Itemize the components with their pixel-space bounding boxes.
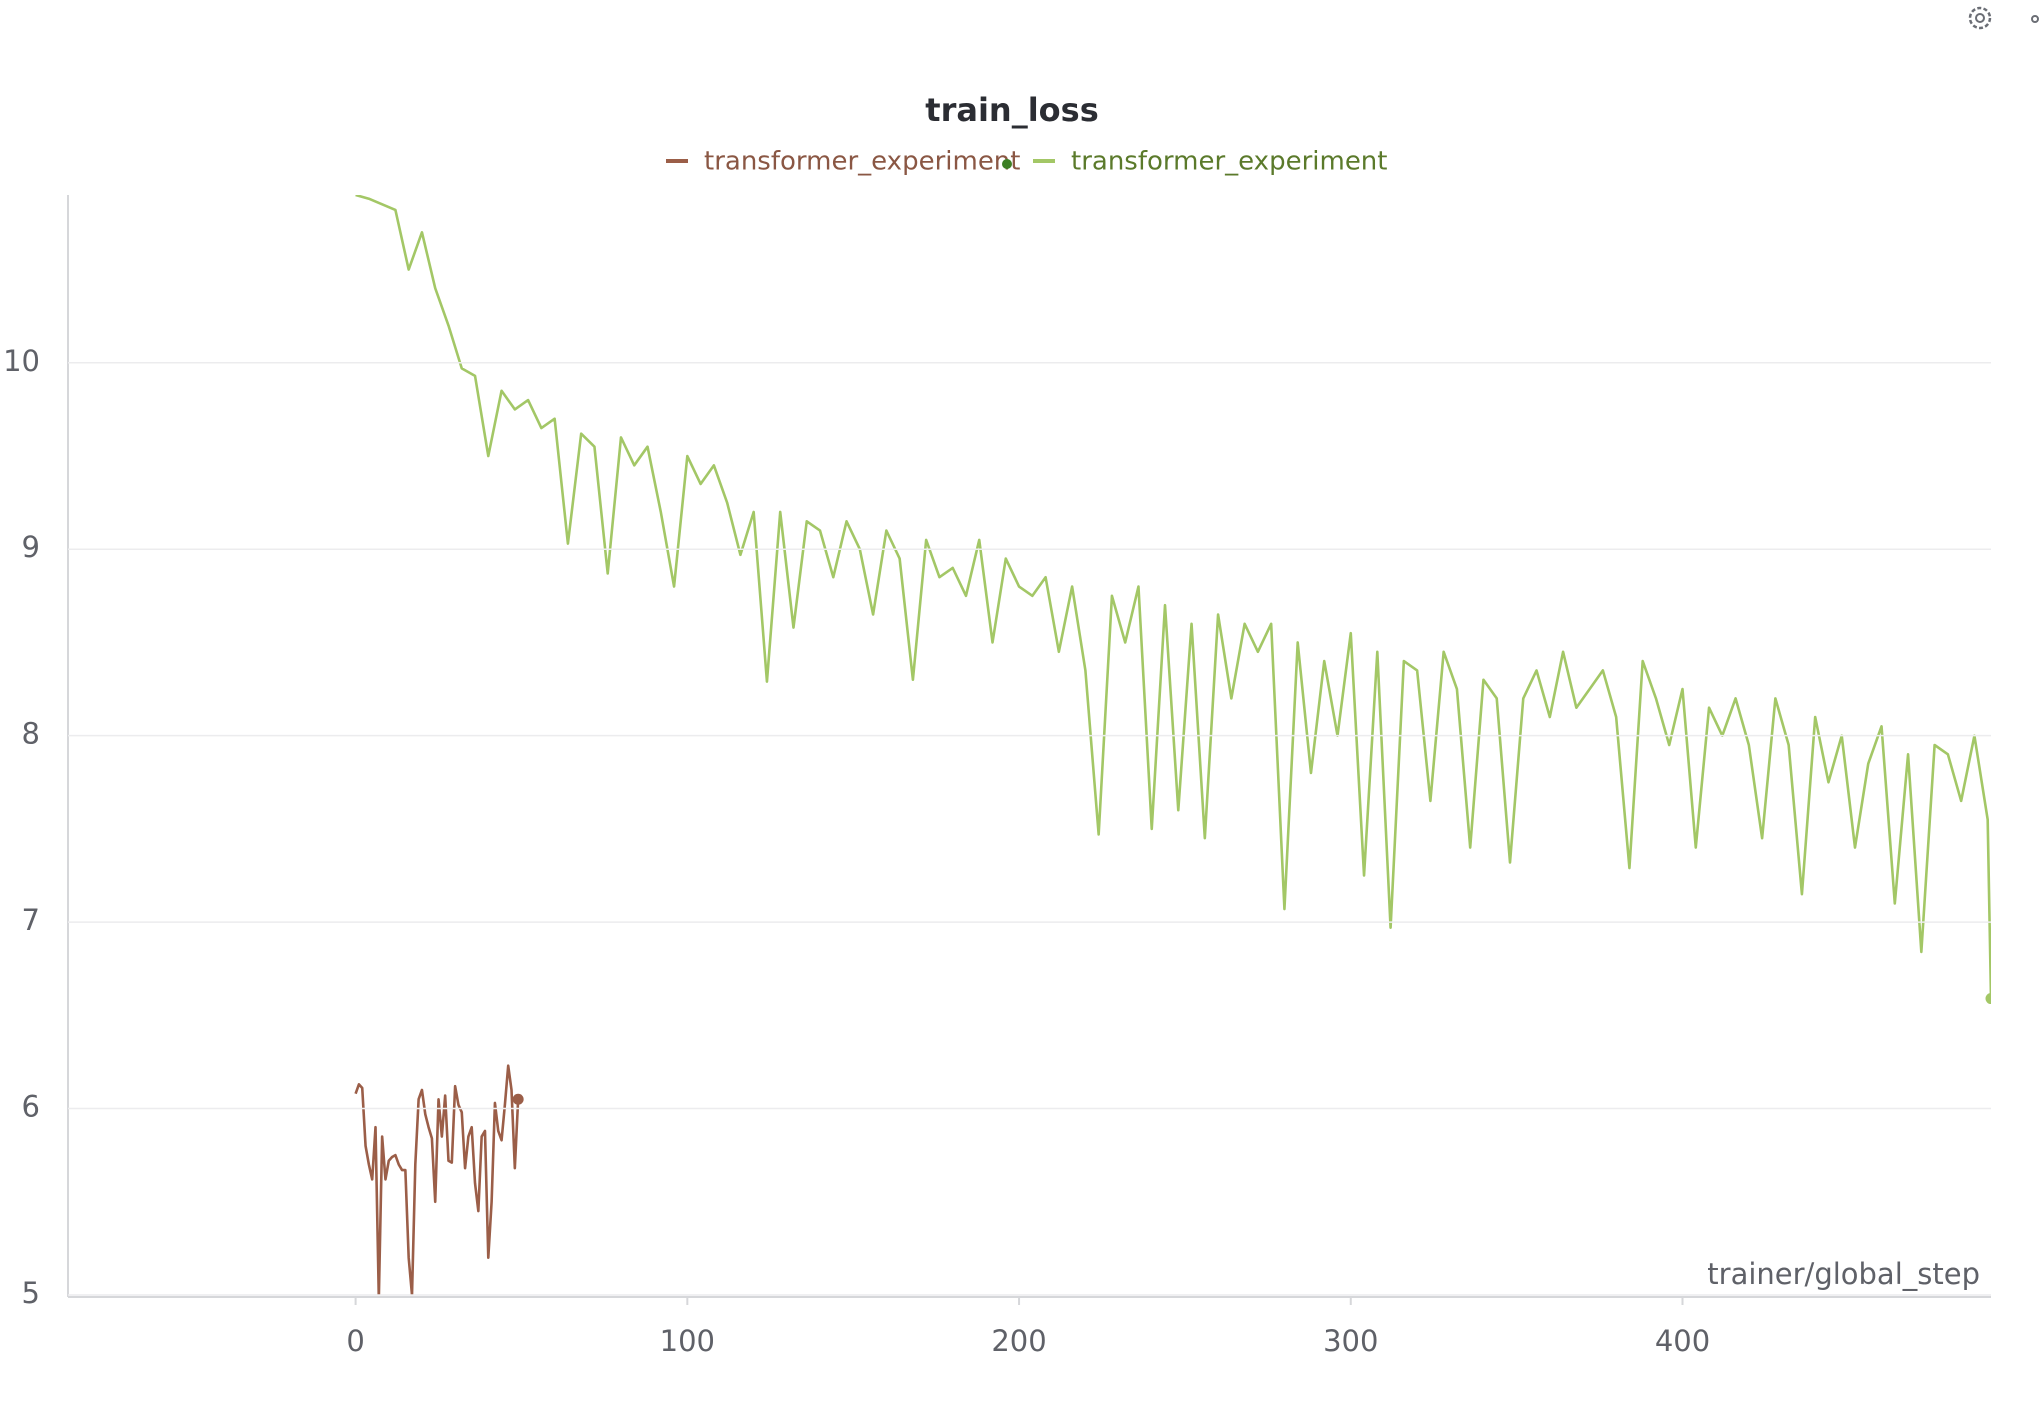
y-tick-label: 10: [3, 344, 40, 378]
x-tick-label: 0: [346, 1324, 364, 1358]
y-tick-label: 8: [22, 717, 40, 751]
y-tick-label: 9: [22, 530, 40, 564]
settings-icon[interactable]: [1968, 6, 1992, 30]
x-tick-label: 400: [1655, 1324, 1710, 1358]
end-point: [1985, 993, 1991, 1005]
end-point: [512, 1093, 524, 1105]
x-axis-label: trainer/global_step: [1707, 1257, 1980, 1291]
y-tick-label: 6: [22, 1090, 40, 1124]
legend-label: transformer_experiment: [704, 147, 1020, 177]
x-tick-label: 200: [991, 1324, 1046, 1358]
x-tick-label: 300: [1323, 1324, 1378, 1358]
series-line: [354, 1064, 520, 1295]
x-tick-label: 100: [660, 1324, 715, 1358]
menu-dot[interactable]: [2031, 15, 2039, 23]
legend-label: transformer_experiment: [1071, 147, 1387, 177]
y-tick-label: 7: [22, 903, 40, 937]
plot-area: [354, 195, 1991, 1295]
chart-title: train_loss: [925, 91, 1098, 129]
legend-run-dot: [1002, 159, 1012, 169]
series-line: [355, 195, 1991, 999]
y-tick-label: 5: [22, 1276, 40, 1310]
